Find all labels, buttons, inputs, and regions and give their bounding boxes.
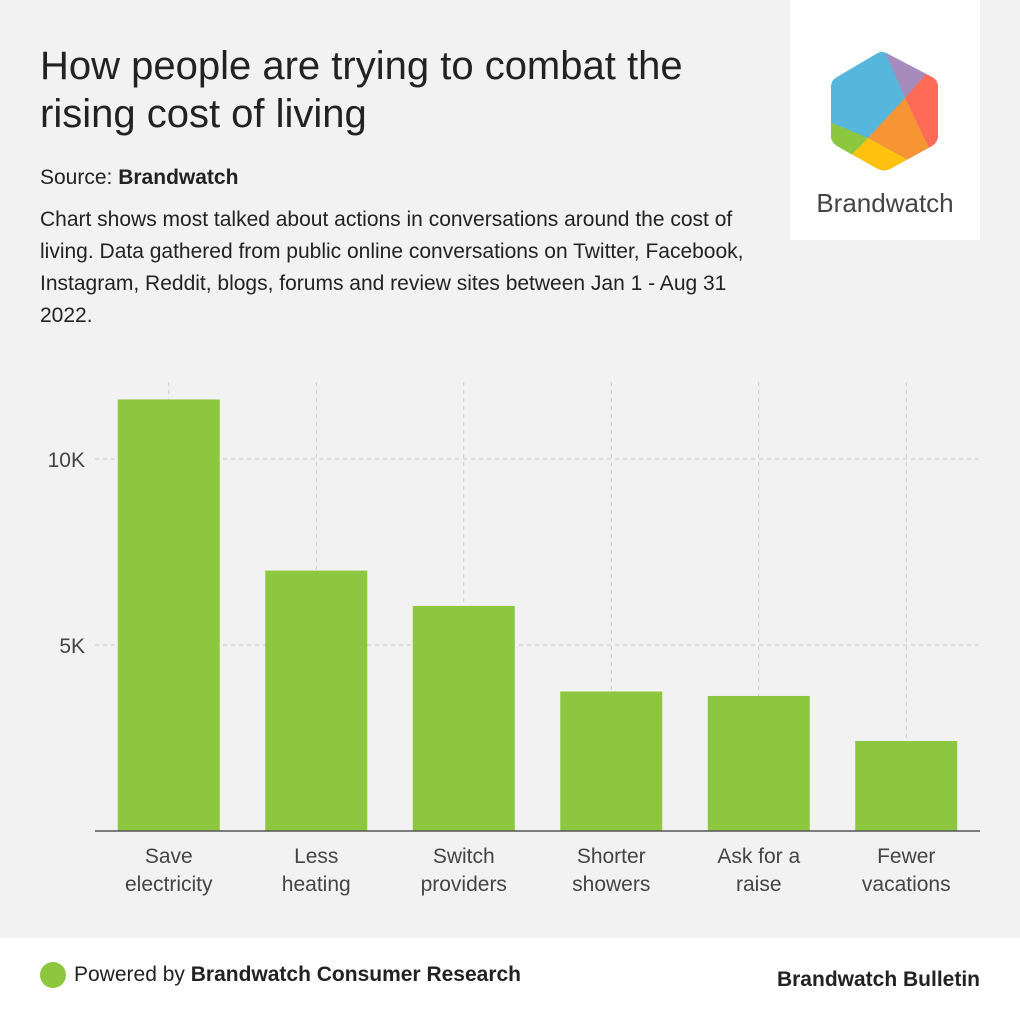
x-tick-label: raise [736,873,782,896]
y-tick-label: 10K [48,449,85,472]
bar-0 [117,399,220,831]
x-tick-label: providers [421,873,507,896]
x-tick-label: Switch [433,845,495,868]
green-dot-icon [40,962,66,988]
powered-by: Powered by Brandwatch Consumer Research [74,963,521,987]
powered-prefix: Powered by [74,963,191,986]
bar-5 [855,740,958,831]
hexagon-logo-icon [831,52,938,171]
source-label: Source: [40,166,113,189]
x-tick-label: Ask for a [717,845,800,868]
x-tick-label: Shorter [577,845,646,868]
footer: Powered by Brandwatch Consumer Research … [0,938,1020,1020]
powered-name: Brandwatch Consumer Research [190,963,522,986]
x-tick-label: electricity [125,873,213,896]
x-tick-label: showers [572,873,650,896]
bar-3 [560,691,663,831]
source-name: Brandwatch [118,166,239,189]
x-tick-label: Save [145,845,193,868]
y-tick-label: 5K [59,635,85,658]
x-tick-label: Fewer [877,845,935,868]
logo-text: Brandwatch [816,188,954,218]
chart-description: Chart shows most talked about actions in… [40,208,744,327]
page-title: How people are trying to combat the risi… [40,44,683,136]
bar-1 [265,570,368,831]
x-tick-label: Less [294,845,338,868]
bar-chart: 5K 10K Save electricity Less heating Switch pro… [48,382,980,896]
brandwatch-logo: Brandwatch [790,0,980,240]
bar-2 [412,605,515,831]
bar-4 [707,695,810,831]
x-tick-label: heating [282,873,351,896]
bulletin-label: Brandwatch Bulletin [776,968,980,991]
source-line: Source: Brandwatch [40,166,238,190]
x-tick-label: vacations [862,873,951,896]
